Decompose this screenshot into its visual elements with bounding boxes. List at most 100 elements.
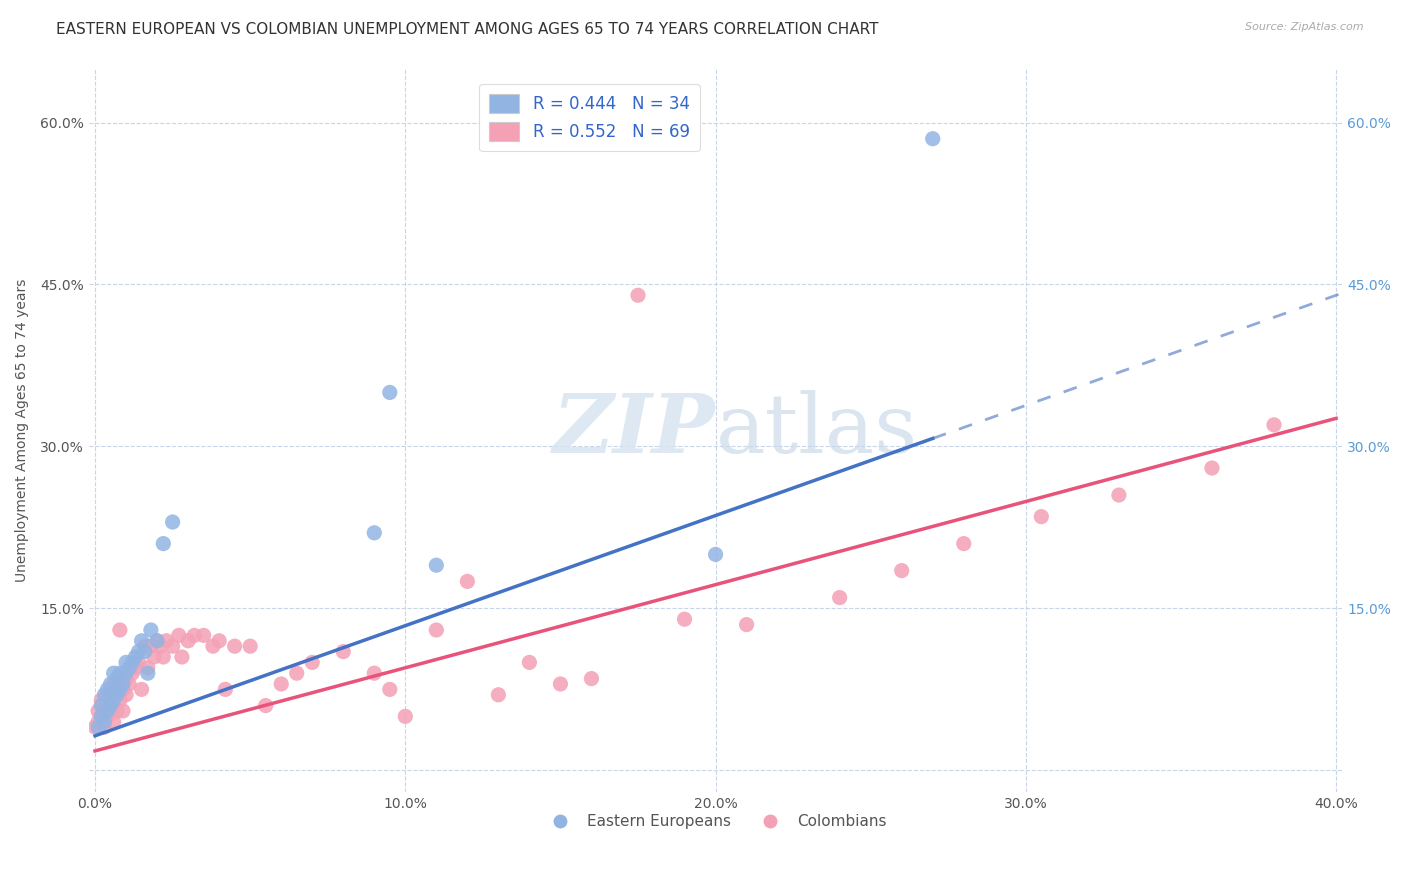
Point <box>177 633 200 648</box>
Point <box>96 704 118 718</box>
Point <box>162 639 184 653</box>
Point <box>170 650 193 665</box>
Point <box>363 666 385 681</box>
Y-axis label: Unemployment Among Ages 65 to 74 years: Unemployment Among Ages 65 to 74 years <box>15 278 30 582</box>
Point <box>127 656 149 670</box>
Point <box>627 288 650 302</box>
Point <box>332 644 354 658</box>
Point <box>118 677 141 691</box>
Point <box>111 682 134 697</box>
Point <box>96 682 118 697</box>
Point <box>105 682 128 697</box>
Point <box>890 564 912 578</box>
Point <box>486 688 509 702</box>
Point <box>108 666 131 681</box>
Point <box>105 688 128 702</box>
Point <box>550 677 572 691</box>
Point <box>425 623 447 637</box>
Point <box>136 661 159 675</box>
Point <box>208 633 231 648</box>
Text: EASTERN EUROPEAN VS COLOMBIAN UNEMPLOYMENT AMONG AGES 65 TO 74 YEARS CORRELATION: EASTERN EUROPEAN VS COLOMBIAN UNEMPLOYME… <box>56 22 879 37</box>
Point <box>152 536 174 550</box>
Point <box>131 682 153 697</box>
Point <box>103 714 125 729</box>
Point <box>146 633 169 648</box>
Point <box>1263 417 1285 432</box>
Point <box>131 633 153 648</box>
Point <box>111 704 134 718</box>
Point <box>673 612 696 626</box>
Point <box>136 666 159 681</box>
Point <box>115 666 138 681</box>
Point <box>139 639 162 653</box>
Point <box>90 693 112 707</box>
Point <box>581 672 603 686</box>
Point <box>90 709 112 723</box>
Point <box>152 650 174 665</box>
Point <box>378 385 401 400</box>
Point <box>254 698 277 713</box>
Point <box>93 698 115 713</box>
Point <box>108 623 131 637</box>
Point <box>124 650 146 665</box>
Point <box>100 693 122 707</box>
Point <box>735 617 758 632</box>
Point <box>87 714 110 729</box>
Point <box>100 677 122 691</box>
Point <box>201 639 224 653</box>
Point <box>118 661 141 675</box>
Point <box>425 558 447 573</box>
Point <box>378 682 401 697</box>
Point <box>456 574 478 589</box>
Point <box>921 131 943 145</box>
Point <box>134 639 156 653</box>
Point <box>519 656 541 670</box>
Point <box>270 677 292 691</box>
Point <box>96 709 118 723</box>
Point <box>149 639 172 653</box>
Point <box>90 698 112 713</box>
Point <box>704 548 727 562</box>
Point <box>108 693 131 707</box>
Text: atlas: atlas <box>716 390 918 470</box>
Point <box>103 677 125 691</box>
Point <box>108 682 131 697</box>
Text: Source: ZipAtlas.com: Source: ZipAtlas.com <box>1246 22 1364 32</box>
Point <box>146 633 169 648</box>
Point <box>127 644 149 658</box>
Point <box>183 628 205 642</box>
Point <box>115 688 138 702</box>
Point <box>239 639 262 653</box>
Point <box>134 644 156 658</box>
Point <box>87 720 110 734</box>
Point <box>828 591 851 605</box>
Point <box>115 672 138 686</box>
Point <box>162 515 184 529</box>
Text: ZIP: ZIP <box>553 390 716 470</box>
Point <box>285 666 308 681</box>
Point <box>121 656 143 670</box>
Point <box>139 623 162 637</box>
Point <box>193 628 215 642</box>
Point <box>952 536 974 550</box>
Point <box>105 704 128 718</box>
Point <box>96 688 118 702</box>
Point <box>214 682 236 697</box>
Point <box>124 661 146 675</box>
Point <box>301 656 323 670</box>
Point <box>121 666 143 681</box>
Point <box>143 650 166 665</box>
Point <box>363 525 385 540</box>
Point <box>103 666 125 681</box>
Point <box>90 709 112 723</box>
Point <box>103 693 125 707</box>
Point <box>93 720 115 734</box>
Point <box>394 709 416 723</box>
Point <box>105 672 128 686</box>
Point <box>1031 509 1053 524</box>
Point <box>155 633 177 648</box>
Point <box>93 714 115 729</box>
Point <box>167 628 190 642</box>
Point <box>87 704 110 718</box>
Point <box>93 688 115 702</box>
